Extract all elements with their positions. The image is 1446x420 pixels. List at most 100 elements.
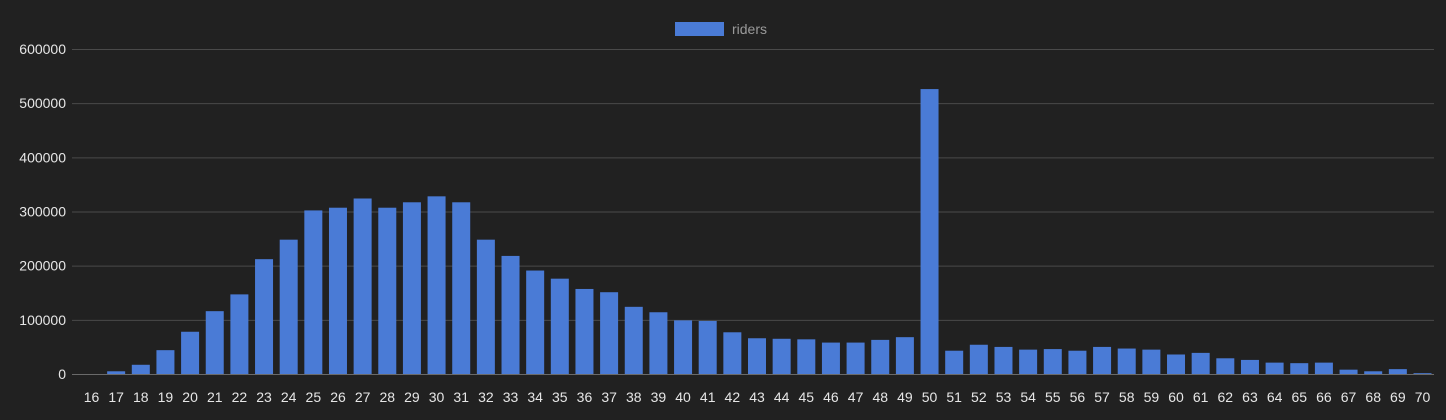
bar-46[interactable] (821, 342, 840, 374)
bar-38[interactable] (624, 306, 643, 374)
x-tick-label: 41 (700, 389, 716, 405)
x-tick-label: 63 (1242, 389, 1258, 405)
x-tick-label: 44 (774, 389, 790, 405)
bar-60[interactable] (1167, 354, 1186, 375)
legend-label-riders: riders (732, 21, 767, 37)
x-axis-ticks: 16 17 18 19 20 21 22 23 24 25 26 27 28 29 30 31 32 33 34 35… (84, 389, 1431, 405)
bar-40[interactable] (674, 320, 693, 375)
x-tick-label: 36 (577, 389, 593, 405)
bar-65[interactable] (1290, 363, 1309, 374)
x-tick-label: 65 (1291, 389, 1307, 405)
bar-49[interactable] (895, 337, 914, 374)
bar-36[interactable] (575, 288, 594, 374)
x-tick-label: 20 (182, 389, 198, 405)
bar-20[interactable] (181, 331, 200, 374)
x-tick-label: 67 (1341, 389, 1357, 405)
x-tick-label: 38 (626, 389, 642, 405)
x-tick-label: 31 (453, 389, 469, 405)
bar-17[interactable] (107, 371, 126, 374)
x-tick-label: 66 (1316, 389, 1332, 405)
bar-35[interactable] (550, 278, 569, 374)
x-tick-label: 56 (1070, 389, 1086, 405)
x-tick-label: 51 (946, 389, 962, 405)
bar-31[interactable] (452, 202, 471, 374)
y-tick-label: 400000 (19, 149, 66, 165)
bar-69[interactable] (1388, 369, 1407, 375)
x-tick-label: 24 (281, 389, 297, 405)
legend[interactable]: riders (675, 21, 767, 37)
bar-48[interactable] (871, 339, 890, 375)
x-tick-label: 25 (306, 389, 322, 405)
x-tick-label: 45 (799, 389, 815, 405)
bar-68[interactable] (1364, 371, 1383, 374)
x-tick-label: 21 (207, 389, 223, 405)
x-tick-label: 50 (922, 389, 938, 405)
bar-33[interactable] (501, 255, 520, 374)
bar-63[interactable] (1240, 359, 1259, 374)
bar-53[interactable] (994, 346, 1013, 374)
bar-27[interactable] (353, 198, 372, 375)
bar-67[interactable] (1339, 369, 1358, 374)
bar-61[interactable] (1191, 352, 1210, 375)
bar-44[interactable] (772, 338, 791, 374)
bar-64[interactable] (1265, 362, 1284, 375)
bar-45[interactable] (797, 339, 816, 374)
x-tick-label: 58 (1119, 389, 1135, 405)
bar-39[interactable] (649, 312, 668, 374)
y-tick-label: 600000 (19, 41, 66, 57)
bar-34[interactable] (526, 270, 545, 374)
bar-51[interactable] (945, 350, 964, 374)
x-tick-label: 49 (897, 389, 913, 405)
bar-62[interactable] (1216, 358, 1235, 374)
bar-59[interactable] (1142, 349, 1161, 375)
x-tick-label: 23 (256, 389, 272, 405)
bar-57[interactable] (1093, 346, 1112, 374)
bar-23[interactable] (255, 259, 274, 374)
bar-28[interactable] (378, 207, 397, 374)
x-tick-label: 43 (749, 389, 765, 405)
bar-43[interactable] (748, 338, 766, 374)
bar-70[interactable] (1413, 373, 1432, 374)
bar-50[interactable] (920, 89, 939, 374)
bar-18[interactable] (131, 364, 150, 374)
bar-55[interactable] (1043, 349, 1062, 374)
bar-32[interactable] (476, 239, 495, 374)
x-tick-label: 70 (1415, 389, 1431, 405)
x-tick-label: 32 (478, 389, 494, 405)
x-tick-label: 47 (848, 389, 864, 405)
bar-21[interactable] (205, 311, 224, 374)
bar-19[interactable] (156, 350, 175, 374)
bar-58[interactable] (1117, 348, 1136, 374)
x-tick-label: 68 (1365, 389, 1381, 405)
x-tick-label: 57 (1094, 389, 1110, 405)
x-tick-label: 60 (1168, 389, 1184, 405)
bar-24[interactable] (279, 239, 298, 374)
bar-30[interactable] (427, 196, 446, 374)
y-tick-label: 200000 (19, 258, 66, 274)
x-tick-label: 52 (971, 389, 987, 405)
bar-37[interactable] (600, 292, 619, 374)
x-tick-label: 28 (379, 389, 395, 405)
bar-52[interactable] (969, 344, 988, 374)
bar-25[interactable] (304, 210, 323, 374)
bar-54[interactable] (1019, 349, 1038, 375)
bar-41[interactable] (698, 320, 717, 374)
x-tick-label: 62 (1218, 389, 1234, 405)
x-tick-label: 27 (355, 389, 371, 405)
bar-42[interactable] (723, 332, 742, 374)
y-tick-label: 300000 (19, 204, 66, 220)
legend-swatch-riders (675, 22, 724, 36)
bar-22[interactable] (230, 294, 249, 375)
x-tick-label: 18 (133, 389, 149, 405)
x-tick-label: 64 (1267, 389, 1283, 405)
x-tick-label: 19 (158, 389, 174, 405)
bar-66[interactable] (1314, 362, 1333, 375)
x-tick-label: 29 (404, 389, 420, 405)
bar-56[interactable] (1068, 350, 1087, 374)
bar-29[interactable] (402, 202, 421, 374)
bar-47[interactable] (846, 342, 865, 374)
gridlines (72, 49, 1434, 375)
x-tick-label: 40 (675, 389, 691, 405)
bar-26[interactable] (328, 207, 347, 374)
